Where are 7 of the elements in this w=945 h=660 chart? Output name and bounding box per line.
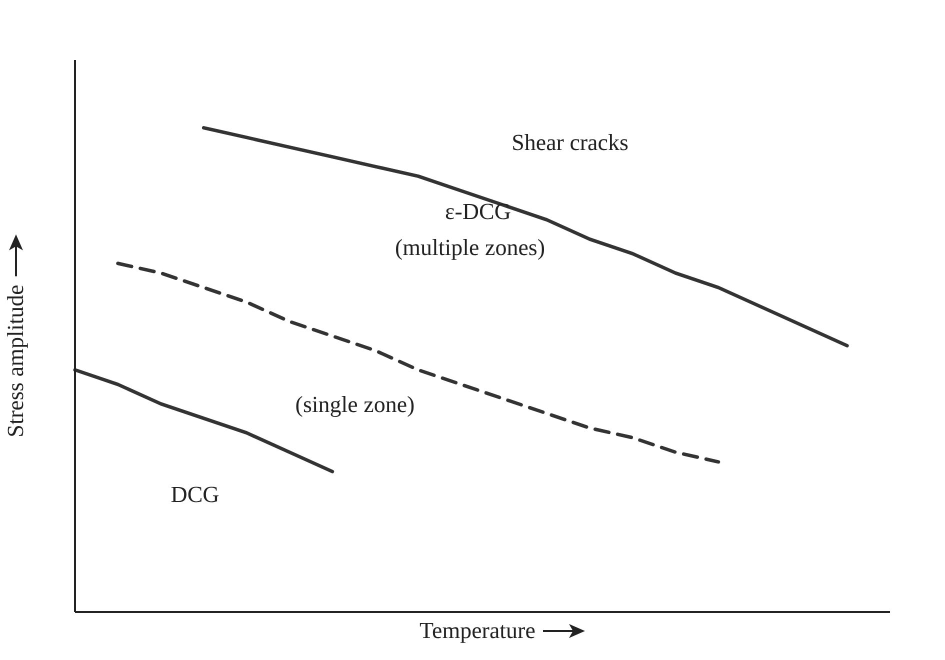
annotation: DCG [170, 482, 220, 508]
annotation: (multiple zones) [394, 235, 546, 261]
y-axis-title: Stress amplitude [3, 284, 29, 438]
x-axis-title: Temperature [420, 618, 536, 644]
annotation: (single zone) [295, 392, 415, 418]
annotation: Shear cracks [512, 130, 628, 156]
annotation: ε-DCG [445, 199, 511, 225]
